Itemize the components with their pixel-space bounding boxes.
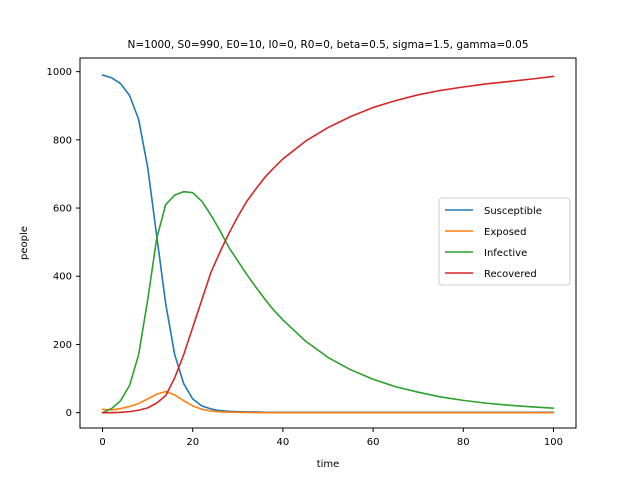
plot-frame — [79, 57, 577, 429]
legend-label-susceptible: Susceptible — [484, 206, 542, 217]
y-tick-label: 1000 — [47, 67, 72, 78]
x-tick-label: 0 — [99, 437, 105, 448]
y-tick-label: 200 — [53, 340, 72, 351]
y-tick-label: 600 — [53, 204, 72, 215]
x-axis: 0 20 40 60 80 100 — [99, 428, 563, 448]
legend-label-recovered: Recovered — [484, 269, 537, 280]
legend-label-exposed: Exposed — [484, 227, 526, 238]
y-tick-label: 800 — [53, 135, 72, 146]
chart-title: N=1000, S0=990, E0=10, I0=0, R0=0, beta=… — [127, 39, 528, 51]
series-layer — [101, 74, 555, 414]
y-tick-label: 400 — [53, 272, 72, 283]
x-tick-label: 40 — [277, 437, 290, 448]
legend-box — [438, 197, 571, 286]
y-axis: 0 200 400 600 800 1000 — [47, 67, 80, 419]
series-line-recovered — [101, 75, 555, 414]
x-tick-label: 80 — [457, 437, 470, 448]
x-tick-label: 100 — [544, 437, 563, 448]
y-axis-label: people — [19, 226, 30, 260]
x-axis-label: time — [317, 459, 340, 470]
x-tick-label: 60 — [367, 437, 380, 448]
y-tick-label: 0 — [66, 408, 72, 419]
legend-label-infective: Infective — [484, 248, 527, 259]
legend: Susceptible Exposed Infective Recovered — [438, 197, 571, 286]
series-line-infective — [101, 190, 555, 414]
x-tick-label: 20 — [186, 437, 199, 448]
series-line-exposed — [101, 390, 555, 414]
